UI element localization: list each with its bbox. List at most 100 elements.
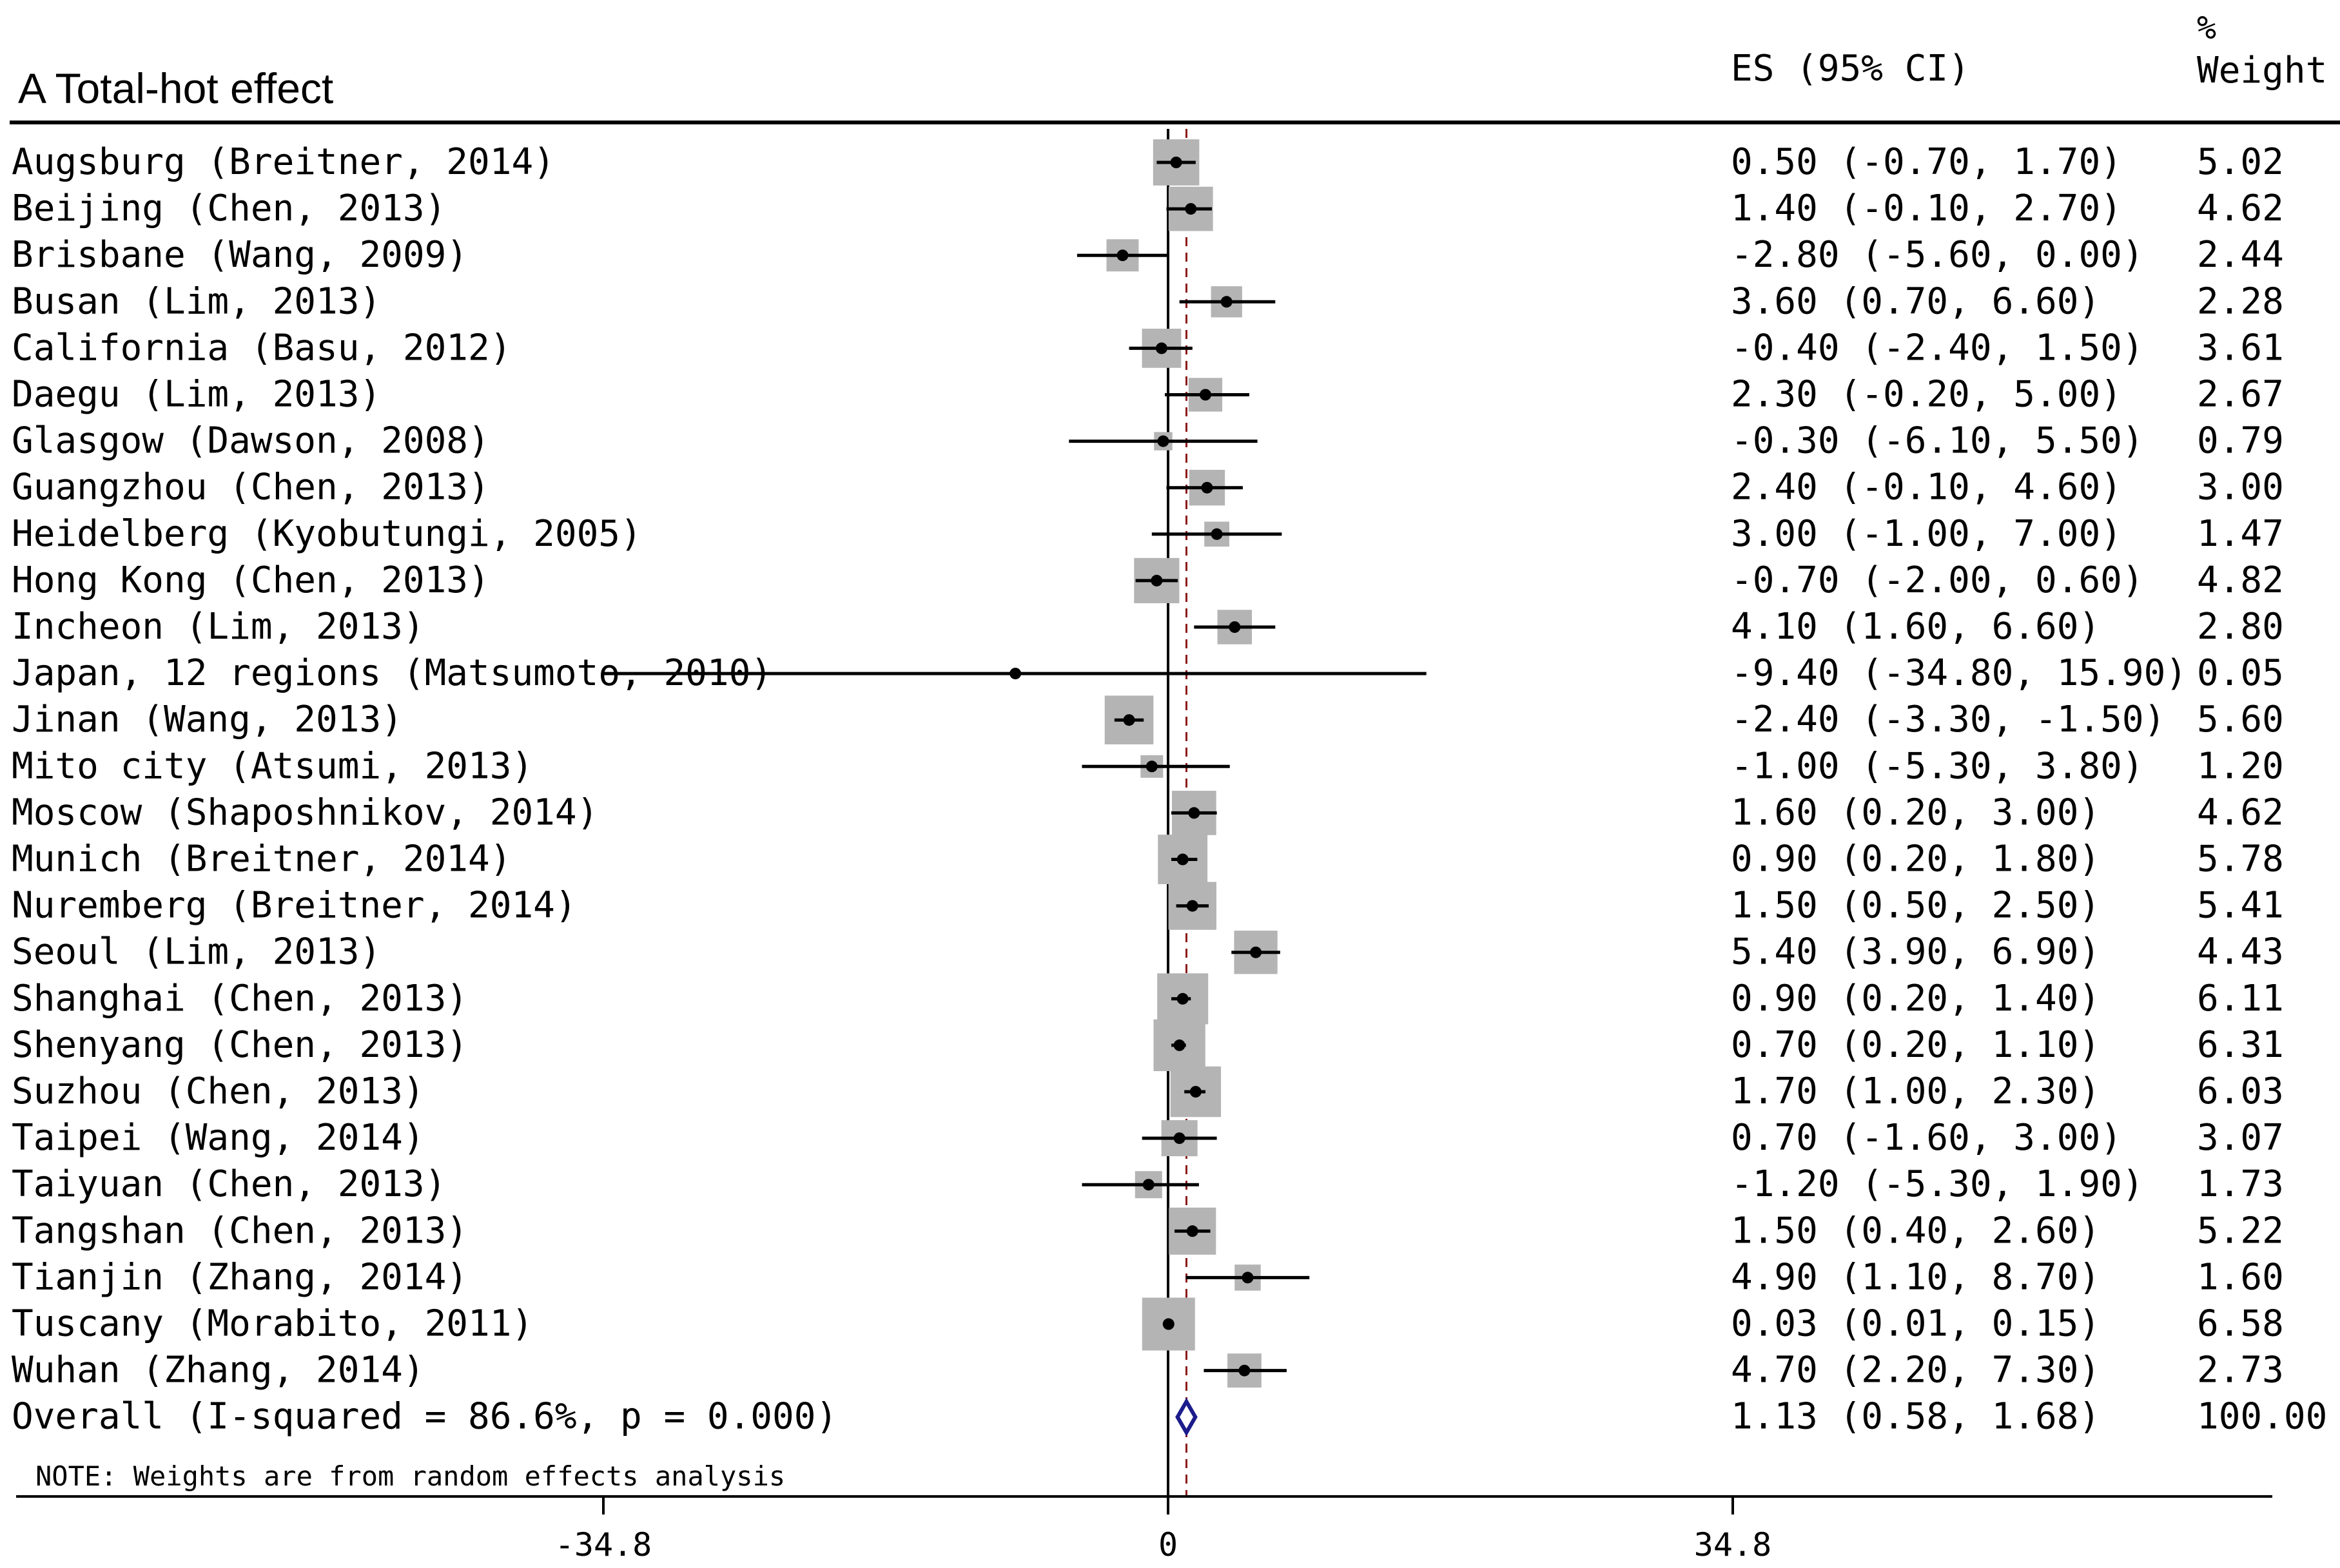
study-label: Augsburg (Breitner, 2014) bbox=[12, 141, 555, 183]
study-label: Brisbane (Wang, 2009) bbox=[12, 234, 468, 276]
study-es-ci: 3.00 (-1.00, 7.00) bbox=[1731, 513, 2122, 555]
study-weight: 1.73 bbox=[2197, 1163, 2284, 1205]
x-tick-label: 0 bbox=[1158, 1526, 1178, 1563]
study-point bbox=[1155, 342, 1167, 354]
study-label: Shanghai (Chen, 2013) bbox=[12, 978, 468, 1020]
study-es-ci: 3.60 (0.70, 6.60) bbox=[1731, 280, 2100, 322]
study-es-ci: 4.90 (1.10, 8.70) bbox=[1731, 1256, 2100, 1298]
study-weight: 2.80 bbox=[2197, 606, 2284, 648]
study-label: Taiyuan (Chen, 2013) bbox=[12, 1163, 446, 1205]
study-point bbox=[1186, 900, 1198, 912]
study-es-ci: 0.03 (0.01, 0.15) bbox=[1731, 1303, 2100, 1345]
study-point bbox=[1185, 203, 1197, 215]
study-es-ci: 0.70 (0.20, 1.10) bbox=[1731, 1024, 2100, 1066]
study-es-ci: 0.70 (-1.60, 3.00) bbox=[1731, 1117, 2122, 1159]
study-point bbox=[1173, 1132, 1185, 1145]
study-label: Suzhou (Chen, 2013) bbox=[12, 1070, 425, 1112]
study-point bbox=[1170, 157, 1182, 168]
study-label: Incheon (Lim, 2013) bbox=[12, 606, 425, 648]
study-es-ci: 4.70 (2.20, 7.30) bbox=[1731, 1350, 2100, 1391]
study-weight: 5.78 bbox=[2197, 838, 2284, 880]
study-weight: 2.67 bbox=[2197, 374, 2284, 416]
study-weight: 2.28 bbox=[2197, 280, 2284, 322]
study-point bbox=[1157, 435, 1169, 447]
study-point bbox=[1238, 1364, 1251, 1377]
study-point bbox=[1211, 528, 1223, 540]
study-es-ci: -2.40 (-3.30, -1.50) bbox=[1731, 699, 2165, 740]
study-label: Glasgow (Dawson, 2008) bbox=[12, 420, 490, 462]
study-label: Hong Kong (Chen, 2013) bbox=[12, 559, 490, 601]
study-point bbox=[1199, 389, 1211, 401]
study-rows: Augsburg (Breitner, 2014) 0.50 (-0.70, 1.… bbox=[12, 141, 2327, 1438]
study-es-ci: 2.40 (-0.10, 4.60) bbox=[1731, 467, 2122, 508]
study-weight: 2.44 bbox=[2197, 234, 2284, 276]
study-weight: 4.82 bbox=[2197, 559, 2284, 601]
study-point bbox=[1229, 621, 1241, 633]
study-point bbox=[1250, 946, 1262, 958]
study-label: California (Basu, 2012) bbox=[12, 327, 511, 369]
study-point bbox=[1146, 760, 1158, 773]
study-point bbox=[1201, 481, 1213, 494]
study-point bbox=[1220, 296, 1233, 308]
study-label: Heidelberg (Kyobutungi, 2005) bbox=[12, 513, 642, 555]
study-label: Wuhan (Zhang, 2014) bbox=[12, 1350, 425, 1391]
study-label: Beijing (Chen, 2013) bbox=[12, 188, 446, 229]
study-es-ci: 5.40 (3.90, 6.90) bbox=[1731, 931, 2100, 973]
study-label: Munich (Breitner, 2014) bbox=[12, 838, 511, 880]
weight-column-header-percent: % bbox=[2197, 9, 2216, 46]
study-point bbox=[1116, 249, 1129, 262]
study-point bbox=[1176, 992, 1189, 1005]
weight-column-header: Weight bbox=[2197, 50, 2327, 92]
study-label: Busan (Lim, 2013) bbox=[12, 280, 381, 322]
study-label: Taipei (Wang, 2014) bbox=[12, 1117, 425, 1159]
study-weight: 5.02 bbox=[2197, 141, 2284, 183]
study-weight: 5.60 bbox=[2197, 699, 2284, 740]
x-tick-label: -34.8 bbox=[555, 1526, 652, 1563]
study-weight: 3.61 bbox=[2197, 327, 2284, 369]
study-point bbox=[1142, 1179, 1155, 1191]
study-es-ci: 0.90 (0.20, 1.40) bbox=[1731, 978, 2100, 1020]
study-point bbox=[1176, 853, 1189, 866]
overall-es-ci: 1.13 (0.58, 1.68) bbox=[1731, 1396, 2100, 1438]
study-es-ci: 1.60 (0.20, 3.00) bbox=[1731, 791, 2100, 833]
study-es-ci: -0.70 (-2.00, 0.60) bbox=[1731, 559, 2144, 601]
study-weight: 6.11 bbox=[2197, 978, 2284, 1020]
study-label: Moscow (Shaposhnikov, 2014) bbox=[12, 791, 598, 833]
study-weight: 6.58 bbox=[2197, 1303, 2284, 1345]
study-point bbox=[1173, 1039, 1185, 1051]
study-es-ci: 1.50 (0.50, 2.50) bbox=[1731, 885, 2100, 927]
study-weight: 1.20 bbox=[2197, 745, 2284, 787]
study-weight: 2.73 bbox=[2197, 1350, 2284, 1391]
study-label: Seoul (Lim, 2013) bbox=[12, 931, 381, 973]
study-point bbox=[1151, 574, 1163, 586]
study-weight: 6.03 bbox=[2197, 1070, 2284, 1112]
study-es-ci: -1.20 (-5.30, 1.90) bbox=[1731, 1163, 2144, 1205]
study-weight: 0.79 bbox=[2197, 420, 2284, 462]
study-label: Shenyang (Chen, 2013) bbox=[12, 1024, 468, 1066]
x-axis-ticks: -34.8 0 34.8 bbox=[555, 1496, 1771, 1563]
study-label: Tuscany (Morabito, 2011) bbox=[12, 1303, 533, 1345]
es-column-header: ES (95% CI) bbox=[1731, 48, 1970, 90]
study-es-ci: -0.40 (-2.40, 1.50) bbox=[1731, 327, 2144, 369]
study-weight: 1.60 bbox=[2197, 1256, 2284, 1298]
overall-diamond bbox=[1175, 1397, 1198, 1437]
overall-label: Overall (I-squared = 86.6%, p = 0.000) bbox=[12, 1396, 837, 1438]
study-label: Daegu (Lim, 2013) bbox=[12, 374, 381, 416]
study-es-ci: 1.50 (0.40, 2.60) bbox=[1731, 1210, 2100, 1252]
study-point bbox=[1009, 668, 1022, 680]
study-weight: 6.31 bbox=[2197, 1024, 2284, 1066]
study-label: Mito city (Atsumi, 2013) bbox=[12, 745, 533, 787]
study-es-ci: 0.90 (0.20, 1.80) bbox=[1731, 838, 2100, 880]
study-es-ci: 0.50 (-0.70, 1.70) bbox=[1731, 141, 2122, 183]
study-es-ci: -9.40 (-34.80, 15.90) bbox=[1731, 652, 2187, 694]
study-label: Tianjin (Zhang, 2014) bbox=[12, 1256, 468, 1298]
study-weight: 4.62 bbox=[2197, 188, 2284, 229]
chart-title: A Total-hot effect bbox=[18, 64, 333, 112]
study-label: Tangshan (Chen, 2013) bbox=[12, 1210, 468, 1252]
study-label: Jinan (Wang, 2013) bbox=[12, 699, 403, 740]
study-label: Guangzhou (Chen, 2013) bbox=[12, 467, 490, 508]
study-weight: 4.62 bbox=[2197, 791, 2284, 833]
study-label: Nuremberg (Breitner, 2014) bbox=[12, 885, 577, 927]
study-es-ci: -1.00 (-5.30, 3.80) bbox=[1731, 745, 2144, 787]
